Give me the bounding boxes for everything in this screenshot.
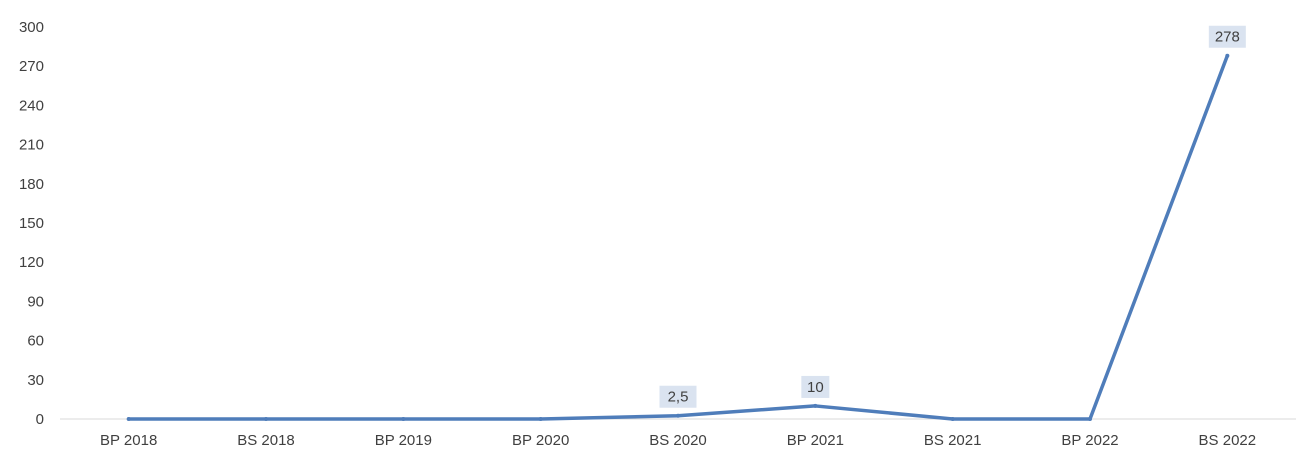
series-point — [264, 417, 268, 421]
data-label: 10 — [801, 375, 830, 398]
series-point — [950, 417, 955, 421]
data-label-box — [659, 385, 697, 408]
series-point — [1225, 53, 1230, 58]
series-line — [126, 54, 1230, 421]
x-tick-label: BS 2018 — [237, 432, 295, 449]
data-label-box — [801, 375, 830, 398]
y-axis-ticks: 0 30 60 90 120 150 180 210 240 270 300 — [19, 19, 44, 428]
series-point — [538, 417, 543, 421]
y-tick-label: 60 — [27, 333, 44, 350]
x-tick-label: BP 2018 — [100, 432, 157, 449]
y-tick-label: 210 — [19, 137, 44, 154]
y-tick-label: 120 — [19, 254, 44, 271]
series-point — [1088, 417, 1092, 421]
x-axis-ticks: BP 2018 BS 2018 BP 2019 BP 2020 BS 2020 BP 20… — [100, 432, 1256, 449]
data-label-text: 278 — [1215, 29, 1240, 46]
y-tick-label: 180 — [19, 176, 44, 193]
data-label-text: 10 — [807, 379, 824, 396]
x-tick-label: BS 2020 — [649, 432, 707, 449]
series-point — [126, 417, 131, 421]
y-tick-label: 240 — [19, 97, 44, 114]
data-label: 2,5 — [659, 385, 697, 408]
y-tick-label: 270 — [19, 58, 44, 75]
y-tick-label: 30 — [27, 372, 44, 389]
x-tick-label: BP 2022 — [1061, 432, 1118, 449]
y-tick-label: 0 — [36, 411, 44, 428]
series-point — [813, 403, 818, 408]
x-tick-label: BP 2021 — [787, 432, 844, 449]
data-label-box — [1208, 25, 1246, 48]
data-label: 278 — [1208, 25, 1246, 48]
x-tick-label: BP 2019 — [375, 432, 432, 449]
x-tick-label: BS 2022 — [1199, 432, 1257, 449]
data-label-text: 2,5 — [668, 389, 689, 406]
data-labels: 2,5 10 278 — [659, 25, 1246, 408]
y-tick-label: 300 — [19, 19, 44, 36]
x-tick-label: BP 2020 — [512, 432, 569, 449]
y-tick-label: 90 — [27, 293, 44, 310]
x-tick-label: BS 2021 — [924, 432, 982, 449]
y-tick-label: 150 — [19, 215, 44, 232]
series-point — [676, 413, 680, 418]
series-point — [401, 417, 406, 421]
